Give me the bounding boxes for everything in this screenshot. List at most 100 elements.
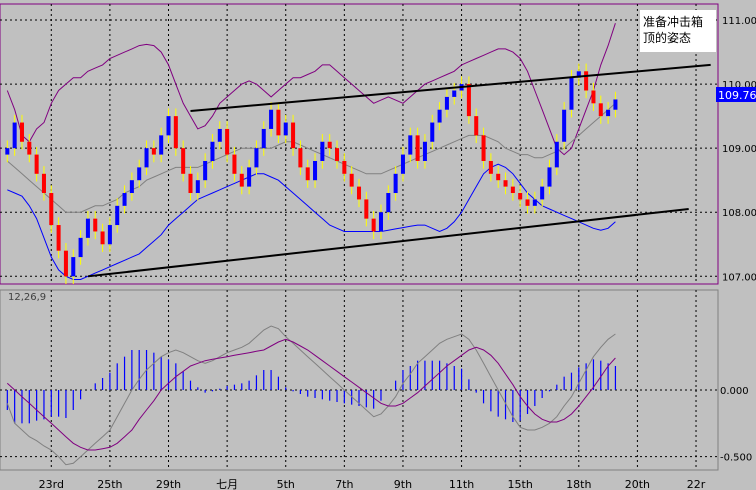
candle-body bbox=[488, 160, 493, 174]
candle-body bbox=[63, 250, 68, 277]
candle bbox=[313, 153, 318, 188]
candle-body bbox=[342, 160, 347, 174]
macd-signal-line bbox=[6, 338, 616, 451]
candle bbox=[19, 114, 24, 150]
candle-body bbox=[100, 231, 105, 245]
x-tick-label: 20th bbox=[625, 478, 650, 490]
x-tick-label: 25th bbox=[97, 478, 122, 490]
candle-body bbox=[613, 99, 618, 110]
candle bbox=[5, 140, 10, 163]
candle-body bbox=[532, 199, 537, 206]
channel-line bbox=[87, 208, 689, 278]
candle-body bbox=[217, 128, 222, 142]
candle bbox=[305, 159, 310, 188]
candle bbox=[320, 134, 325, 169]
candle bbox=[598, 95, 603, 124]
candle bbox=[606, 102, 611, 124]
candle-body bbox=[107, 225, 112, 245]
annotation-box: 准备冲击箱 顶的姿态 bbox=[640, 10, 716, 52]
candle bbox=[27, 134, 32, 163]
candle bbox=[144, 140, 149, 176]
x-tick-label: 7th bbox=[335, 478, 353, 490]
candle bbox=[335, 140, 340, 169]
candle bbox=[532, 191, 537, 214]
candle-body bbox=[225, 128, 230, 155]
candle-body bbox=[41, 173, 46, 194]
candle bbox=[151, 140, 156, 163]
candle-body bbox=[606, 109, 611, 117]
candle-body bbox=[503, 180, 508, 187]
candle-body bbox=[173, 116, 178, 149]
candle-body bbox=[335, 148, 340, 161]
candle-body bbox=[247, 167, 252, 187]
candle bbox=[496, 166, 501, 188]
candle-body bbox=[437, 109, 442, 123]
candle-body bbox=[452, 90, 457, 97]
candle-body bbox=[378, 212, 383, 232]
candle-body bbox=[181, 148, 186, 174]
candle-body bbox=[34, 154, 39, 174]
candle-body bbox=[466, 84, 471, 117]
candle bbox=[107, 217, 112, 252]
candle-body bbox=[547, 167, 552, 187]
candle bbox=[283, 114, 288, 144]
candle bbox=[78, 230, 83, 265]
candle-body bbox=[12, 122, 17, 149]
candle bbox=[269, 102, 274, 137]
candle bbox=[225, 121, 230, 163]
candle bbox=[584, 63, 589, 99]
candle bbox=[63, 242, 68, 284]
candle-body bbox=[518, 193, 523, 200]
candle bbox=[122, 185, 127, 214]
candle bbox=[408, 127, 413, 163]
candle-body bbox=[298, 148, 303, 168]
bollinger-upper-line bbox=[6, 23, 616, 156]
candle-body bbox=[510, 186, 515, 194]
candle-body bbox=[598, 103, 603, 117]
candle-body bbox=[19, 122, 24, 142]
candle bbox=[181, 140, 186, 182]
candle-body bbox=[305, 167, 310, 181]
x-tick-label: 22r bbox=[687, 478, 706, 490]
candle-body bbox=[49, 193, 54, 226]
annotation-line-2: 顶的姿态 bbox=[643, 30, 691, 45]
candle bbox=[261, 121, 266, 156]
candle-body bbox=[591, 90, 596, 104]
candle bbox=[386, 185, 391, 220]
candle bbox=[342, 153, 347, 182]
candle bbox=[188, 166, 193, 201]
candle-body bbox=[144, 148, 149, 168]
candle-body bbox=[371, 218, 376, 232]
candle bbox=[41, 166, 46, 201]
bollinger-bands bbox=[6, 23, 616, 280]
candle bbox=[481, 127, 486, 169]
candle-body bbox=[584, 71, 589, 91]
candle-body bbox=[115, 205, 120, 226]
candle-body bbox=[474, 116, 479, 136]
x-tick-label: 9th bbox=[394, 478, 412, 490]
candle-body bbox=[239, 173, 244, 187]
annotation-background bbox=[640, 10, 716, 52]
candle-body bbox=[5, 148, 10, 155]
candle-body bbox=[291, 122, 296, 149]
candle bbox=[591, 82, 596, 112]
candle bbox=[210, 134, 215, 169]
candle bbox=[291, 114, 296, 156]
candle-body bbox=[349, 173, 354, 187]
candle-body bbox=[540, 186, 545, 200]
candle-body bbox=[137, 167, 142, 181]
candle-body bbox=[430, 122, 435, 142]
x-tick-label: 5th bbox=[277, 478, 295, 490]
candle bbox=[562, 102, 567, 150]
candle bbox=[276, 102, 281, 144]
candle-body bbox=[85, 218, 90, 238]
candle bbox=[85, 210, 90, 246]
candle bbox=[217, 121, 222, 150]
candle bbox=[93, 210, 98, 240]
candle-body bbox=[496, 173, 501, 181]
candle-body bbox=[71, 257, 76, 277]
candle-body bbox=[576, 71, 581, 78]
candle-body bbox=[210, 141, 215, 161]
candle-body bbox=[188, 173, 193, 194]
